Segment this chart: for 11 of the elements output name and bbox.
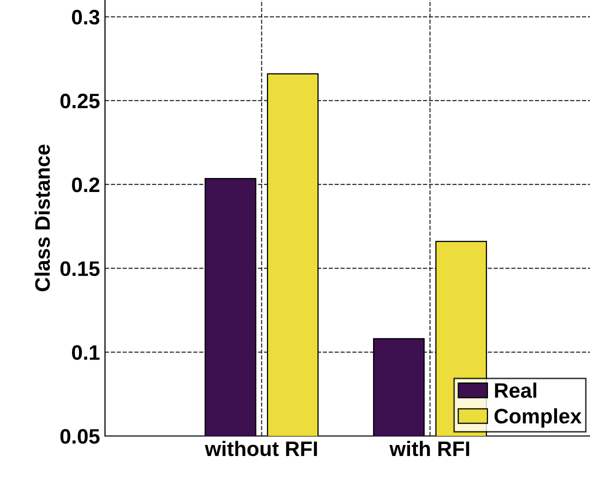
y-tick-label: 0.3	[72, 10, 100, 25]
y-tick-label: 0.1	[72, 345, 100, 360]
y-axis-title: Class Distance	[34, 144, 50, 292]
y-tick-label: 0.05	[60, 429, 100, 444]
legend-label: Complex	[494, 408, 582, 428]
y-tick-label: 0.25	[60, 94, 100, 108]
legend-label: Real	[495, 382, 536, 398]
x-tick-label: with RFI	[389, 440, 470, 456]
y-tick-label: 0.2	[72, 177, 100, 192]
x-tick-label: without RFI	[204, 440, 317, 456]
y-tick-label: 0.15	[60, 261, 100, 276]
